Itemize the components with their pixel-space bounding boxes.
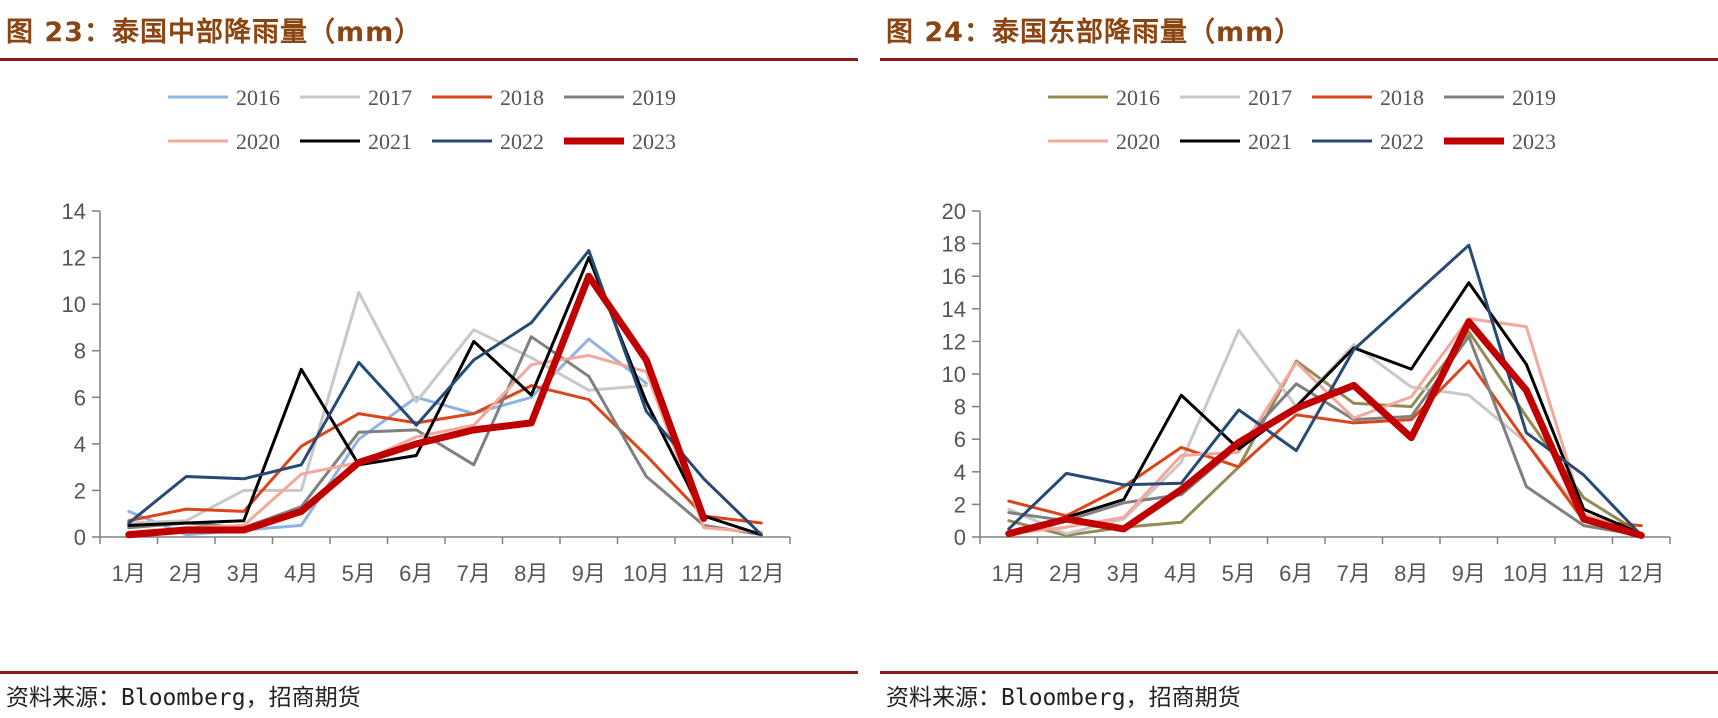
y-tick-label: 14 [62,199,86,224]
legend-label-2018: 2018 [1380,85,1424,110]
source-note: 资料来源：Bloomberg，招商期货 [6,685,361,711]
y-tick-label: 14 [942,297,966,322]
x-tick-label: 9月 [572,561,606,586]
y-tick-label: 10 [942,362,966,387]
y-tick-label: 6 [74,385,86,410]
x-tick-label: 5月 [1222,561,1256,586]
chart-panel-central: 图 23：泰国中部降雨量（mm） 2016 2017 2018 2019 2020 202… [0,0,858,718]
x-tick-label: 11月 [681,561,726,586]
y-tick-label: 8 [954,395,966,420]
series-line-2021 [1007,281,1643,536]
x-tick-label: 2月 [1049,561,1083,586]
y-tick-label: 2 [74,478,86,503]
legend-label-2023: 2023 [1512,129,1556,154]
y-tick-label: 6 [954,427,966,452]
series-line-2018 [1007,359,1643,528]
x-tick-label: 5月 [342,561,376,586]
y-tick-label: 12 [62,246,86,271]
chart-central-rainfall: 2016 2017 2018 2019 2020 2021 2022 2023 0 2 4 6 8 10 1… [62,85,791,586]
series-line-2017 [127,291,648,525]
x-tick-label: 4月 [284,561,318,586]
y-tick-label: 20 [942,199,966,224]
x-tick-label: 9月 [1452,561,1486,586]
legend-label-2023: 2023 [632,129,676,154]
y-tick-label: 10 [62,292,86,317]
x-tick-label: 2月 [169,561,203,586]
series-line-2018 [127,384,763,525]
legend-label-2018: 2018 [500,85,544,110]
series-line-2020 [127,353,763,534]
y-tick-label: 4 [74,432,86,457]
series-line-2016 [127,337,648,537]
y-tick-label: 4 [954,460,966,485]
legend-label-2017: 2017 [368,85,412,110]
source-rule [880,671,1718,674]
x-tick-label: 12月 [1618,561,1664,586]
chart-title: 图 23：泰国中部降雨量（mm） [6,17,423,48]
y-tick-label: 0 [74,525,86,550]
y-tick-label: 2 [954,492,966,517]
source-note: 资料来源：Bloomberg，招商期货 [886,685,1241,711]
legend-label-2021: 2021 [1248,129,1292,154]
y-tick-label: 16 [942,264,966,289]
legend-label-2021: 2021 [368,129,412,154]
legend-label-2022: 2022 [500,129,544,154]
x-tick-label: 6月 [1279,561,1313,586]
x-tick-label: 1月 [112,561,146,586]
x-tick-label: 10月 [1503,561,1549,586]
x-tick-label: 12月 [738,561,784,586]
x-tick-label: 3月 [227,561,261,586]
legend-label-2017: 2017 [1248,85,1292,110]
x-tick-label: 7月 [457,561,491,586]
legend-label-2016: 2016 [236,85,280,110]
x-tick-label: 7月 [1337,561,1371,586]
chart-panel-eastern: 图 24：泰国东部降雨量（mm） 2016 2017 2018 2019 2020 202… [880,0,1718,718]
title-rule [880,58,1718,61]
legend-label-2022: 2022 [1380,129,1424,154]
series-line-2022 [127,249,763,537]
legend-label-2020: 2020 [1116,129,1160,154]
y-tick-label: 12 [942,329,966,354]
series-line-2023 [125,272,708,539]
chart-title: 图 24：泰国东部降雨量（mm） [886,17,1303,48]
legend-label-2016: 2016 [1116,85,1160,110]
y-tick-label: 0 [954,525,966,550]
y-tick-label: 8 [74,339,86,364]
x-tick-label: 3月 [1107,561,1141,586]
x-tick-label: 4月 [1164,561,1198,586]
x-tick-label: 10月 [623,561,669,586]
x-tick-label: 8月 [514,561,548,586]
legend-label-2019: 2019 [632,85,676,110]
x-tick-label: 6月 [399,561,433,586]
series-line-2020 [1007,317,1643,536]
x-tick-label: 8月 [1394,561,1428,586]
series-line-2023 [1005,318,1645,539]
y-tick-label: 18 [942,232,966,257]
source-rule [0,671,858,674]
x-tick-label: 11月 [1561,561,1606,586]
x-tick-label: 1月 [992,561,1026,586]
legend-label-2020: 2020 [236,129,280,154]
title-rule [0,58,858,61]
legend-label-2019: 2019 [1512,85,1556,110]
